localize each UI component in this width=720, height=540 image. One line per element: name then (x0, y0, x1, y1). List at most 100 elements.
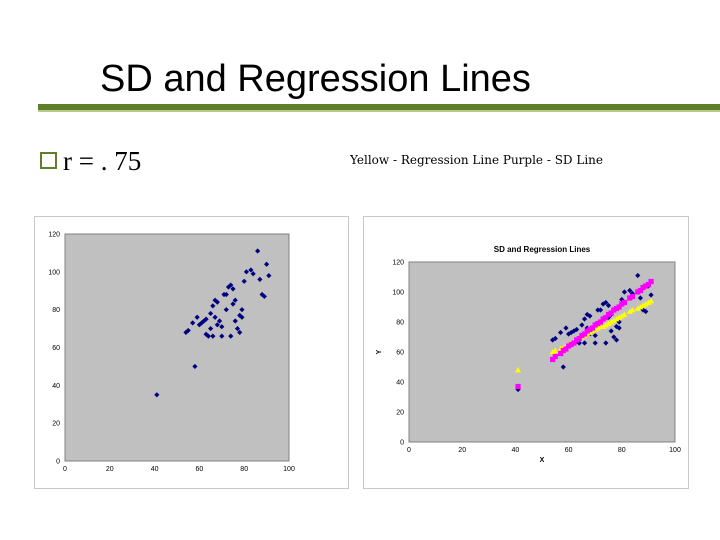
sd-line-point (597, 319, 604, 325)
regression-line-point (594, 325, 601, 331)
sd-line-point (627, 295, 633, 301)
sd-line-point (576, 335, 582, 342)
data-point (595, 307, 601, 313)
data-point (635, 272, 641, 279)
data-point (579, 322, 585, 328)
x-tick-label: 100 (283, 466, 295, 473)
regression-line-point (618, 313, 625, 319)
x-tick-label: 60 (565, 447, 573, 454)
y-tick-label: 40 (396, 379, 404, 386)
regression-line-point (610, 317, 617, 323)
x-tick-label: 80 (618, 447, 626, 454)
regression-line-point (613, 316, 620, 322)
data-point (603, 340, 609, 346)
title-underline (38, 104, 720, 112)
data-point (239, 314, 245, 320)
sd-line-point (592, 322, 598, 328)
data-point (600, 301, 606, 307)
y-tick-label: 100 (48, 269, 60, 276)
data-point (566, 331, 572, 337)
data-point (584, 311, 590, 318)
y-tick-label: 20 (396, 409, 404, 416)
data-point (203, 316, 209, 322)
regression-line-point (600, 323, 607, 329)
plot-area (408, 261, 676, 443)
sd-line-point (635, 289, 641, 295)
data-point (230, 286, 236, 292)
data-point (616, 319, 622, 325)
data-point (587, 313, 593, 319)
data-point (603, 299, 609, 306)
sd-line-point (619, 301, 625, 307)
data-point (230, 301, 236, 307)
y-tick-label: 0 (400, 439, 404, 446)
regression-line-point (629, 307, 636, 313)
data-point (560, 364, 566, 370)
regression-line-point (602, 322, 609, 328)
data-point (611, 334, 617, 340)
sd-line-point (611, 307, 617, 313)
scatter-plot-right: 0 20 40 60 80 100 0 20 40 60 80 100 120 SD and Regres… (376, 245, 681, 464)
chart-title: SD and Regression Lines (494, 245, 591, 254)
data-point (605, 302, 612, 309)
sd-line-point (648, 278, 654, 285)
x-tick-label: 40 (512, 447, 520, 454)
data-point (576, 340, 582, 346)
data-point (573, 326, 580, 333)
regression-line-point (552, 347, 559, 353)
x-tick-label: 20 (458, 447, 466, 454)
regression-line-point (640, 302, 647, 308)
regression-line-point (608, 319, 615, 325)
sd-line-point (637, 287, 644, 294)
plot-area (64, 233, 290, 462)
regression-line-point (642, 301, 649, 307)
data-point (581, 340, 588, 346)
scatter-chart-left: 0 20 40 60 80 100 0 20 40 60 80 100 120 (34, 216, 349, 489)
y-tick-label: 60 (396, 349, 404, 356)
data-point (616, 325, 622, 331)
data-point (597, 307, 604, 313)
data-point (255, 248, 261, 254)
x-tick-label: 0 (407, 447, 411, 454)
y-tick-label: 120 (392, 259, 404, 266)
data-point (552, 335, 558, 342)
data-point (223, 291, 229, 298)
sd-line-point (552, 353, 558, 360)
x-tick-label: 80 (240, 466, 248, 473)
sd-line-point (621, 299, 628, 306)
sd-line-point (589, 325, 596, 331)
x-axis-label: X (540, 457, 545, 464)
data-point (637, 295, 644, 301)
y-axis-label: Y (376, 349, 383, 354)
sd-line-point (613, 305, 620, 312)
sd-line-point (587, 326, 593, 333)
data-point (212, 314, 218, 320)
data-point (563, 325, 569, 331)
sd-line-point (560, 347, 566, 354)
x-tick-label: 0 (63, 466, 67, 473)
y-tick-label: 120 (48, 231, 60, 238)
data-point (216, 318, 223, 324)
data-point (199, 320, 205, 326)
x-tick-label: 20 (106, 466, 114, 473)
data-point (619, 296, 625, 303)
sd-line-point (600, 316, 606, 322)
sd-line-point (603, 314, 609, 321)
y-tick-label: 0 (56, 458, 60, 465)
y-tick-label: 20 (52, 421, 60, 428)
data-point (643, 308, 649, 315)
data-point (608, 328, 614, 334)
x-tick-label: 40 (151, 466, 159, 473)
data-point (237, 329, 243, 335)
sd-line-point (616, 304, 622, 310)
data-point (592, 332, 598, 339)
y-tick-label: 80 (396, 319, 404, 326)
sd-line-point (605, 311, 612, 318)
regression-line-point (549, 349, 556, 355)
correlation-text: r = . 75 (63, 146, 142, 176)
sd-line-point (640, 284, 646, 291)
regression-line-point (621, 311, 628, 317)
sd-line-point (573, 337, 580, 343)
data-point (584, 325, 590, 331)
sd-line-point (608, 310, 614, 316)
